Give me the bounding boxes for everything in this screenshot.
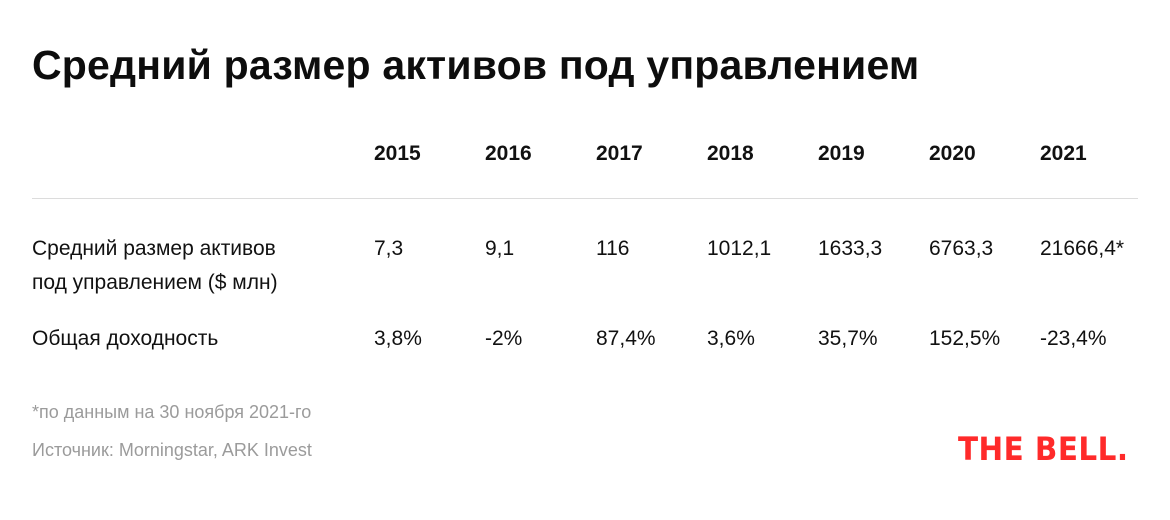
cell-assets-2019: 1633,3 <box>818 237 883 260</box>
the-bell-logo: THE BELL. <box>958 430 1129 468</box>
cell-assets-2015: 7,3 <box>374 237 404 260</box>
column-header-2021: 2021 <box>1040 142 1087 165</box>
source-note: Источник: Morningstar, ARK Invest <box>32 440 312 460</box>
column-header-2015: 2015 <box>374 142 421 165</box>
column-header-2019: 2019 <box>818 142 865 165</box>
cell-return-2015: 3,8% <box>374 327 422 350</box>
row-label-assets-line1: Средний размер активов <box>32 237 276 260</box>
cell-return-2019: 35,7% <box>818 327 878 350</box>
row-label-return-line1: Общая доходность <box>32 327 219 350</box>
cell-assets-2018: 1012,1 <box>707 237 772 260</box>
column-header-2020: 2020 <box>929 142 976 165</box>
footnote: *по данным на 30 ноября 2021-го <box>32 402 312 422</box>
cell-return-2016: -2% <box>485 327 523 350</box>
column-header-2018: 2018 <box>707 142 754 165</box>
cell-return-2017: 87,4% <box>596 327 656 350</box>
cell-assets-2017: 116 <box>596 237 630 260</box>
cell-assets-2016: 9,1 <box>485 237 515 260</box>
cell-assets-2020: 6763,3 <box>929 237 994 260</box>
cell-return-2021: -23,4% <box>1040 327 1107 350</box>
row-label-return: Общая доходность <box>32 322 218 356</box>
cell-return-2018: 3,6% <box>707 327 755 350</box>
column-header-2016: 2016 <box>485 142 532 165</box>
row-label-assets: Средний размер активов под управлением (… <box>32 232 278 300</box>
cell-return-2020: 152,5% <box>929 327 1001 350</box>
chart-title: Средний размер активов под управлением <box>32 42 920 88</box>
row-label-assets-line2: под управлением ($ млн) <box>32 271 278 294</box>
cell-assets-2021: 21666,4* <box>1040 237 1125 260</box>
header-divider <box>32 198 1138 199</box>
column-header-2017: 2017 <box>596 142 643 165</box>
